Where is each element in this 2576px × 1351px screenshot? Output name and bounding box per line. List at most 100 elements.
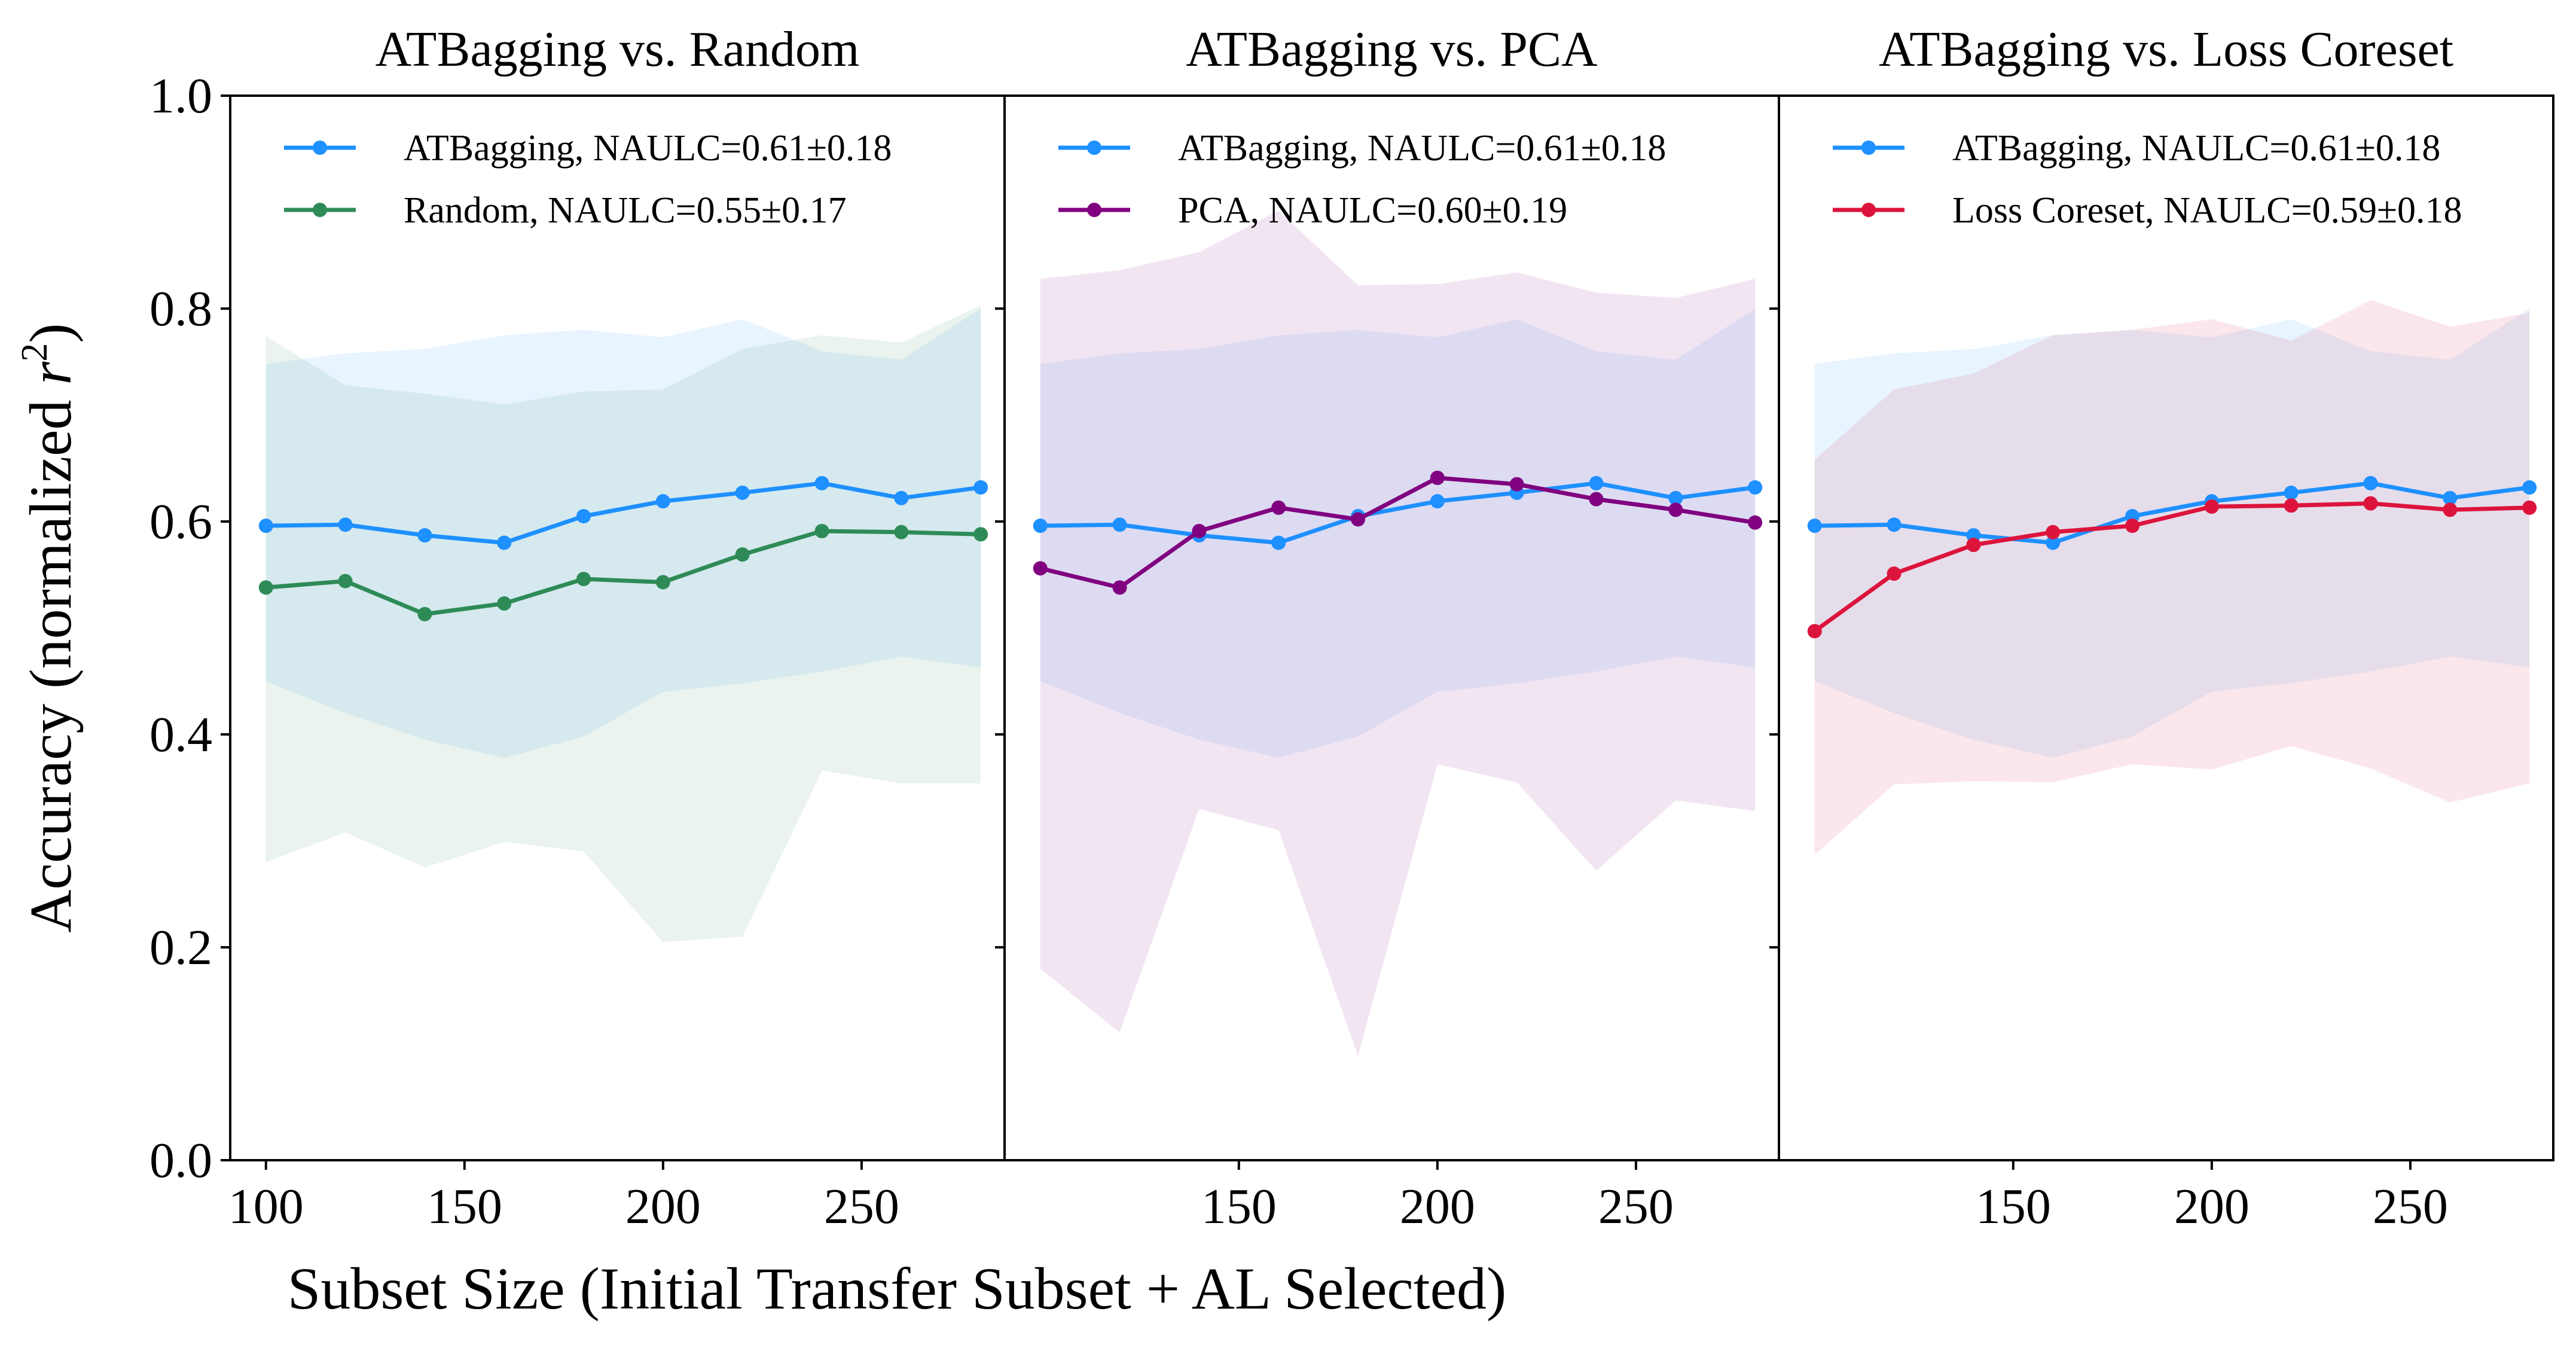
x-tick-label: 150 bbox=[1201, 1179, 1277, 1234]
data-point-pca bbox=[1509, 477, 1524, 492]
data-point-atbagging bbox=[1668, 490, 1683, 505]
data-point-atbagging bbox=[1748, 480, 1763, 495]
data-point-loss-coreset bbox=[2522, 500, 2537, 515]
data-point-pca bbox=[1748, 515, 1763, 530]
data-point-atbagging bbox=[497, 535, 512, 550]
data-point-loss-coreset bbox=[2363, 496, 2378, 511]
data-point-atbagging bbox=[576, 509, 591, 524]
legend-entry-loss-coreset: Loss Coreset, NAULC=0.59±0.18 bbox=[1952, 190, 2462, 231]
data-point-loss-coreset bbox=[1887, 566, 1902, 581]
data-point-loss-coreset bbox=[1966, 538, 1981, 553]
x-tick-label: 250 bbox=[824, 1179, 899, 1234]
panel-random: ATBagging vs. Random 0.0 0.2 0.4 0.6 0.8 1.0 10… bbox=[149, 22, 1006, 1234]
band-atbagging bbox=[1040, 309, 1756, 758]
data-point-pca bbox=[1192, 524, 1207, 539]
band-atbagging bbox=[1814, 309, 2530, 758]
band-atbagging bbox=[265, 309, 981, 758]
data-point-pca bbox=[1351, 512, 1366, 527]
data-point-loss-coreset bbox=[1807, 624, 1822, 639]
data-point-atbagging bbox=[338, 517, 353, 532]
data-point-loss-coreset bbox=[2284, 498, 2299, 513]
data-point-atbagging bbox=[2522, 480, 2537, 495]
y-tick-label: 0.2 bbox=[149, 920, 212, 975]
legend-entry-pca: PCA, NAULC=0.60±0.19 bbox=[1178, 190, 1567, 231]
panel-title: ATBagging vs. PCA bbox=[1186, 22, 1598, 77]
band-pca bbox=[1040, 211, 1756, 1056]
data-point-atbagging bbox=[1430, 494, 1445, 509]
y-tick-label: 0.6 bbox=[149, 494, 212, 550]
data-point-atbagging bbox=[1112, 517, 1127, 532]
series-line-atbagging bbox=[1814, 481, 2530, 545]
data-point-atbagging bbox=[1887, 517, 1902, 532]
legend-marker-random bbox=[313, 203, 327, 217]
data-point-pca bbox=[1033, 561, 1048, 576]
data-point-pca bbox=[1589, 492, 1604, 507]
data-point-atbagging bbox=[2443, 490, 2458, 505]
data-point-atbagging bbox=[655, 494, 670, 509]
data-point-loss-coreset bbox=[2204, 499, 2219, 514]
y-tick-label: 0.8 bbox=[149, 281, 212, 337]
data-point-random bbox=[576, 572, 591, 587]
data-point-random bbox=[973, 527, 988, 542]
data-point-random bbox=[735, 547, 750, 562]
data-point-random bbox=[894, 524, 909, 539]
data-point-loss-coreset bbox=[2125, 519, 2140, 533]
data-point-loss-coreset bbox=[2046, 524, 2061, 539]
data-point-atbagging bbox=[2284, 485, 2299, 500]
legend-marker-atbagging bbox=[313, 141, 327, 155]
x-axis-label: Subset Size (Initial Transfer Subset + A… bbox=[288, 1255, 1507, 1322]
y-axis-label: Accuracy (normalized r2) bbox=[14, 323, 84, 932]
data-point-atbagging bbox=[2363, 475, 2378, 490]
series-line-atbagging bbox=[265, 481, 981, 545]
data-point-atbagging bbox=[417, 528, 432, 543]
data-point-atbagging bbox=[1271, 535, 1286, 550]
data-point-atbagging bbox=[2046, 535, 2061, 550]
data-point-pca bbox=[1430, 471, 1445, 486]
data-point-atbagging bbox=[735, 485, 750, 500]
data-point-atbagging bbox=[894, 490, 909, 505]
y-tick-label: 0.4 bbox=[149, 707, 212, 763]
legend-marker-pca bbox=[1087, 203, 1101, 217]
data-point-random bbox=[338, 574, 353, 588]
x-tick-label: 150 bbox=[427, 1179, 502, 1234]
x-tick-label: 100 bbox=[228, 1179, 304, 1234]
data-point-loss-coreset bbox=[2443, 502, 2458, 517]
legend-entry-atbagging: ATBagging, NAULC=0.61±0.18 bbox=[1952, 128, 2440, 169]
legend-entry-atbagging: ATBagging, NAULC=0.61±0.18 bbox=[404, 128, 892, 169]
legend-marker-atbagging bbox=[1861, 141, 1876, 155]
band-random bbox=[265, 305, 981, 943]
axes-frame bbox=[1778, 94, 2554, 1161]
data-point-atbagging bbox=[973, 480, 988, 495]
data-point-pca bbox=[1668, 502, 1683, 517]
series-line-atbagging bbox=[1040, 481, 1756, 545]
series-line-random bbox=[265, 529, 981, 617]
panel-title: ATBagging vs. Random bbox=[376, 22, 860, 77]
y-tick-label: 0.0 bbox=[149, 1133, 212, 1188]
data-point-random bbox=[655, 575, 670, 590]
x-tick-label: 250 bbox=[1598, 1179, 1674, 1234]
y-tick-label: 1.0 bbox=[149, 68, 212, 124]
x-tick-label: 200 bbox=[1400, 1179, 1475, 1234]
data-point-random bbox=[258, 580, 273, 595]
legend-marker-atbagging bbox=[1087, 141, 1101, 155]
data-point-atbagging bbox=[814, 475, 829, 490]
data-point-atbagging bbox=[1589, 475, 1604, 490]
x-tick-label: 250 bbox=[2373, 1179, 2448, 1234]
panel-pca: ATBagging vs. PCA 150 200 250 ATBagging, NAU… bbox=[995, 22, 1780, 1234]
x-tick-label: 200 bbox=[625, 1179, 701, 1234]
data-point-random bbox=[417, 606, 432, 621]
x-tick-label: 200 bbox=[2174, 1179, 2250, 1234]
data-point-atbagging bbox=[1033, 519, 1048, 533]
data-point-random bbox=[814, 524, 829, 539]
band-loss-coreset bbox=[1814, 300, 2530, 855]
panel-title: ATBagging vs. Loss Coreset bbox=[1879, 22, 2453, 77]
legend-marker-loss-coreset bbox=[1861, 203, 1876, 217]
data-point-pca bbox=[1112, 580, 1127, 595]
x-tick-label: 150 bbox=[1976, 1179, 2051, 1234]
data-point-atbagging bbox=[1807, 519, 1822, 533]
data-point-random bbox=[497, 596, 512, 611]
data-point-pca bbox=[1271, 500, 1286, 515]
series-line-loss-coreset bbox=[1813, 501, 2530, 633]
